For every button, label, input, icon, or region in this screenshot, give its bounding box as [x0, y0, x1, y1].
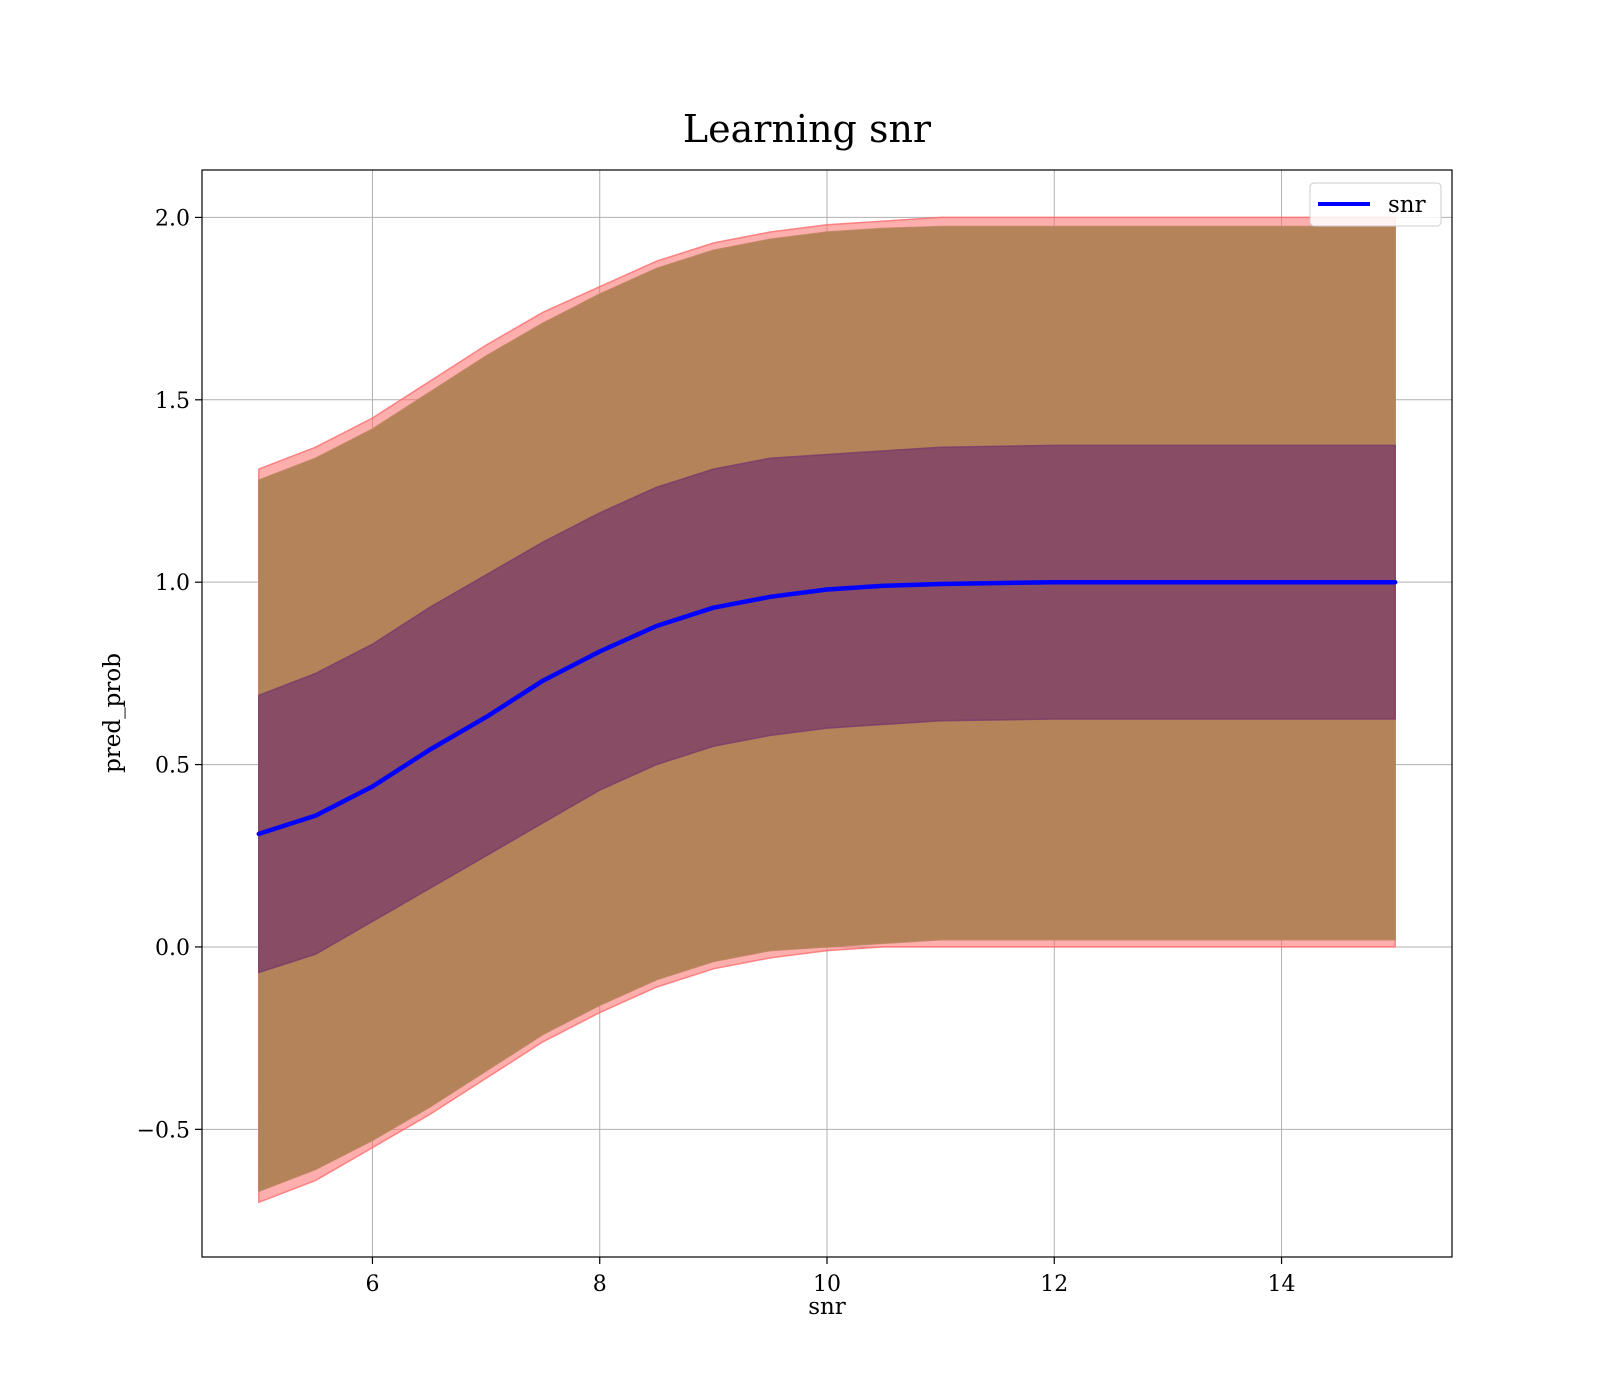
series-line-snr	[256, 579, 1398, 837]
y-axis-label: pred_prob	[100, 653, 126, 773]
x-tick-label-4: 14	[1268, 1272, 1296, 1297]
y-axis-ticks: −0.5 0.0 0.5 1.0 1.5 2.0	[137, 206, 202, 1143]
x-axis-ticks: 6 8 10 12 14	[365, 1257, 1296, 1297]
legend-box	[1309, 182, 1442, 227]
bands	[258, 216, 1396, 1204]
x-tick-label-1: 8	[593, 1272, 607, 1297]
legend-label-snr: snr	[1388, 192, 1426, 218]
x-tick-label-3: 12	[1040, 1272, 1068, 1297]
x-tick-label-0: 6	[365, 1272, 379, 1297]
chart-title: Learning snr	[683, 107, 932, 151]
y-tick-label-2: 0.5	[155, 754, 190, 779]
legend: snr	[1309, 182, 1442, 227]
y-tick-label-5: 2.0	[155, 206, 190, 231]
y-tick-label-0: −0.5	[137, 1118, 190, 1143]
series-lines	[256, 579, 1398, 837]
band-inner	[258, 444, 1396, 974]
y-tick-label-4: 1.5	[155, 389, 190, 414]
y-tick-label-3: 1.0	[155, 571, 190, 596]
x-axis-label: snr	[808, 1294, 846, 1320]
y-tick-label-1: 0.0	[155, 936, 190, 961]
x-tick-label-2: 10	[813, 1272, 841, 1297]
